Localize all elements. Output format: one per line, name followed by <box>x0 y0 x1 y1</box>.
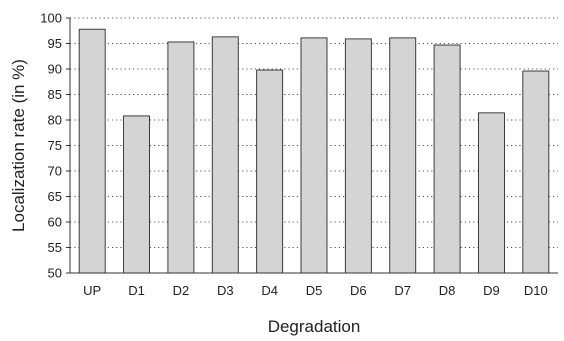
x-tick-labels: UP D1 D2 D3 D4 D5 D6 D7 D8 D9 D10 <box>83 283 548 298</box>
bar-d2 <box>167 41 195 274</box>
x-tick-label: D9 <box>483 283 500 298</box>
y-tick-label: 65 <box>48 189 62 204</box>
y-tick-label: 85 <box>48 87 62 102</box>
y-tick-label: 90 <box>48 62 62 77</box>
bar-d1 <box>123 115 150 274</box>
y-tick-labels: 50 55 60 65 70 75 80 85 90 95 100 <box>40 11 62 281</box>
x-tick-label: D2 <box>173 283 190 298</box>
x-tick-label: D7 <box>394 283 411 298</box>
y-tick-label: 55 <box>48 240 62 255</box>
x-tick-label: D4 <box>261 283 278 298</box>
y-tick-label: 70 <box>48 164 62 179</box>
x-axis-title: Degradation <box>268 317 361 336</box>
x-tick-label: D5 <box>306 283 323 298</box>
bar-d8 <box>433 44 461 274</box>
bar-d6 <box>344 38 372 274</box>
y-tick-label: 95 <box>48 36 62 51</box>
bar-d9 <box>478 112 505 274</box>
x-tick-label: D3 <box>217 283 234 298</box>
bars <box>78 28 550 274</box>
bar-d5 <box>300 37 328 274</box>
bar-d7 <box>389 37 417 274</box>
bar-up <box>78 28 106 274</box>
y-tick-label: 75 <box>48 138 62 153</box>
y-tick-label: 50 <box>48 266 62 281</box>
y-tick-label: 60 <box>48 215 62 230</box>
x-tick-label: D10 <box>524 283 548 298</box>
y-tick-label: 100 <box>40 11 62 26</box>
x-tick-label: D6 <box>350 283 367 298</box>
y-axis-title: Localization rate (in %) <box>9 59 28 232</box>
x-tick-label: UP <box>83 283 101 298</box>
bar-d3 <box>211 36 239 274</box>
x-tick-label: D8 <box>439 283 456 298</box>
axes <box>66 17 558 274</box>
y-tick-label: 80 <box>48 113 62 128</box>
bar-d10 <box>522 70 550 274</box>
x-tick-label: D1 <box>128 283 145 298</box>
bar-d4 <box>256 69 284 274</box>
